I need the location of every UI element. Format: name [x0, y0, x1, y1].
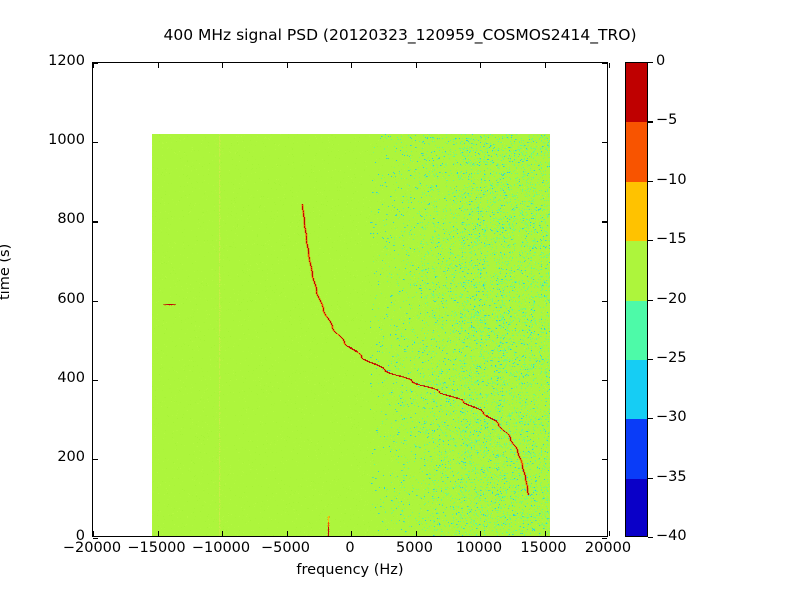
- y-tick: [93, 221, 98, 223]
- colorbar-tick: [648, 121, 653, 123]
- colorbar-band: [626, 122, 647, 182]
- x-tick-label: 5000: [396, 540, 433, 556]
- spectrogram-data-layer: [93, 63, 607, 536]
- colorbar-tick-label: −10: [656, 171, 687, 188]
- y-tick-right: [602, 63, 607, 65]
- x-tick-label: −15000: [127, 540, 186, 556]
- chart-title: 400 MHz signal PSD (20120323_120959_COSM…: [163, 26, 637, 44]
- y-tick: [93, 379, 98, 381]
- x-tick: [480, 531, 482, 536]
- y-tick: [93, 63, 98, 65]
- y-tick: [93, 142, 98, 144]
- x-tick-top: [222, 63, 224, 68]
- colorbar-tick: [648, 62, 653, 64]
- x-tick: [609, 531, 611, 536]
- y-tick: [93, 458, 98, 461]
- x-tick-top: [157, 63, 159, 68]
- colorbar-band: [626, 300, 647, 360]
- x-tick: [415, 531, 417, 536]
- x-tick: [157, 531, 159, 536]
- colorbar-tick: [648, 418, 653, 420]
- x-tick: [286, 531, 288, 536]
- colorbar-tick-label: −5: [656, 112, 678, 129]
- x-tick-top: [93, 63, 95, 68]
- colorbar-band: [626, 181, 647, 242]
- x-tick: [351, 531, 353, 536]
- x-tick: [544, 531, 546, 536]
- colorbar-band: [626, 478, 647, 536]
- y-axis-title: time (s): [0, 243, 13, 300]
- colorbar-band: [626, 359, 647, 420]
- y-tick-label: 400: [57, 369, 85, 386]
- colorbar-band: [626, 241, 647, 301]
- colorbar-tick: [648, 180, 653, 182]
- colorbar-tick-label: −20: [656, 290, 687, 307]
- x-tick-top: [415, 63, 417, 68]
- y-tick: [93, 300, 98, 302]
- x-tick-top: [351, 63, 353, 68]
- colorbar-tick-label: 0: [656, 53, 666, 69]
- x-tick-label: 15000: [520, 540, 567, 556]
- colorbar-tick: [648, 477, 653, 479]
- colorbar-tick-label: −25: [656, 349, 687, 366]
- y-tick-right: [602, 221, 607, 223]
- y-tick-label: 800: [57, 211, 85, 228]
- y-tick-label: 200: [57, 448, 85, 465]
- colorbar-tick: [648, 299, 653, 301]
- y-tick-right: [602, 379, 607, 381]
- colorbar-band: [626, 63, 647, 123]
- plot-axes: [92, 62, 611, 540]
- spectrogram-image: [152, 134, 550, 536]
- x-tick-top: [286, 63, 288, 68]
- colorbar-tick-label: −40: [656, 528, 687, 544]
- x-axis-title: frequency (Hz): [296, 562, 404, 578]
- x-tick: [93, 531, 95, 536]
- colorbar-tick-label: −30: [656, 409, 687, 426]
- y-tick-label: 600: [57, 290, 85, 307]
- y-tick-right: [602, 458, 607, 461]
- x-tick-label: 0: [345, 540, 355, 556]
- y-tick-label: 0: [75, 528, 85, 544]
- x-tick-label: −5000: [260, 540, 311, 556]
- colorbar-tick-label: −35: [656, 468, 687, 485]
- x-tick: [222, 531, 224, 536]
- x-tick-label: 10000: [455, 540, 503, 556]
- x-tick-top: [480, 63, 482, 68]
- colorbar-tick-label: −15: [656, 231, 687, 248]
- x-tick-label: −20000: [62, 540, 122, 556]
- x-tick-label: 20000: [584, 540, 632, 556]
- x-tick-top: [544, 63, 546, 68]
- y-tick-label: 1000: [48, 132, 85, 149]
- colorbar-tick: [648, 358, 653, 361]
- colorbar-tick: [648, 537, 653, 539]
- x-tick-top: [609, 63, 611, 68]
- y-tick-right: [602, 142, 607, 144]
- x-tick-label: −10000: [191, 540, 251, 556]
- y-tick: [93, 538, 98, 540]
- y-tick-right: [602, 538, 607, 540]
- colorbar-band: [626, 419, 647, 479]
- colorbar-tick: [648, 240, 653, 242]
- colorbar-bands: [626, 63, 647, 536]
- colorbar: [625, 62, 648, 537]
- y-tick-right: [602, 300, 607, 302]
- y-tick-label: 1200: [48, 53, 85, 69]
